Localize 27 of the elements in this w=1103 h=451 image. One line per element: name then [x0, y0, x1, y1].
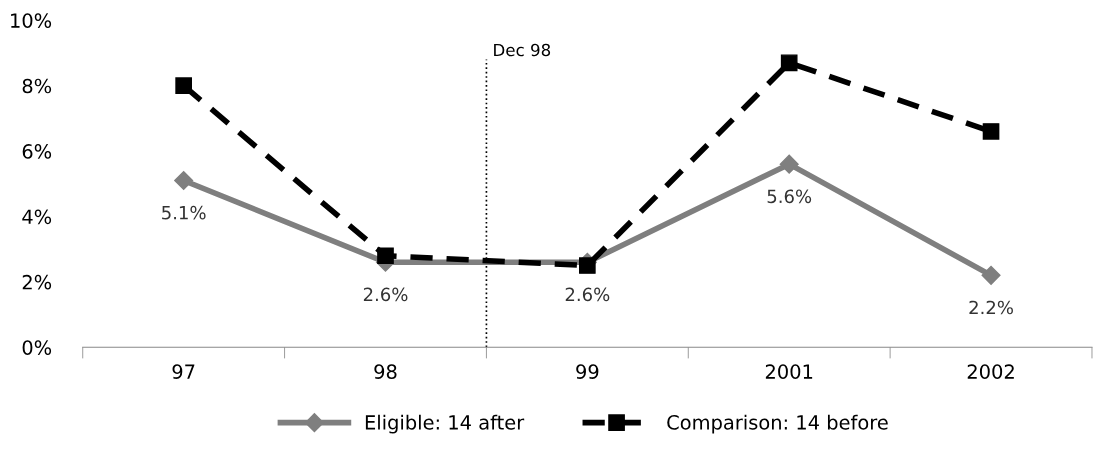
y-tick-label: 2%: [22, 274, 52, 290]
point: [981, 265, 1001, 285]
data-label: 2.2%: [969, 300, 1013, 315]
point: [174, 170, 194, 191]
y-tick-label: 6%: [22, 144, 52, 159]
x-tick-label: 97: [172, 364, 195, 379]
annotation: Dec 98: [494, 43, 551, 57]
y-tick-label: 4%: [22, 209, 52, 225]
point: [780, 54, 798, 72]
data-label: 2.6%: [565, 287, 610, 302]
data-label: 2.6%: [363, 287, 408, 302]
point: [175, 77, 192, 95]
y-tick-label: 0%: [22, 340, 52, 355]
point: [982, 123, 1000, 140]
legend-label: Comparison: 14 before: [667, 414, 888, 434]
y-tick-label: 8%: [22, 78, 52, 94]
point: [377, 247, 394, 265]
x-tick-label: 98: [374, 364, 397, 379]
legend-label: Eligible: 14 after: [365, 414, 525, 434]
y-tick-label: 10%: [11, 13, 52, 28]
x-tick-label: 2002: [967, 364, 1014, 379]
data-label: 5.6%: [767, 189, 812, 204]
x-tick-label: 99: [576, 364, 599, 379]
x-tick-label: 2001: [765, 364, 813, 379]
point: [779, 154, 799, 174]
data-label: 5.1%: [162, 205, 206, 220]
point: [579, 257, 596, 274]
